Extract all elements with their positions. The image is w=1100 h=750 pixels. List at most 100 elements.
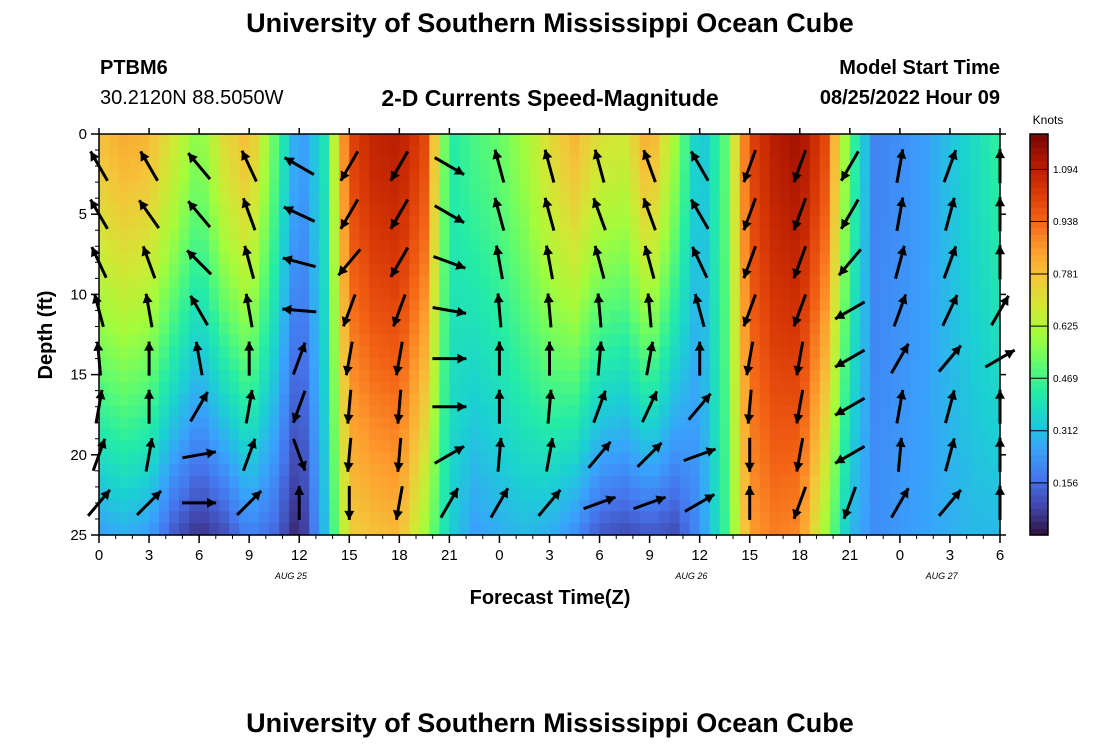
heatmap-cell bbox=[679, 511, 691, 524]
heatmap-cell bbox=[369, 192, 380, 206]
current-arrow bbox=[433, 156, 465, 176]
heatmap-cell bbox=[749, 157, 761, 170]
heatmap-cell bbox=[149, 499, 160, 513]
heatmap-cell bbox=[649, 263, 661, 277]
heatmap-cell bbox=[349, 322, 360, 336]
heatmap-cell bbox=[249, 452, 260, 465]
heatmap-cell bbox=[669, 181, 681, 194]
colorbar-cell bbox=[1030, 528, 1048, 536]
heatmap-cell bbox=[129, 216, 140, 229]
heatmap-cell bbox=[409, 464, 420, 477]
heatmap-cell bbox=[279, 334, 290, 347]
heatmap-cell bbox=[949, 476, 961, 489]
heatmap-cell bbox=[739, 334, 751, 347]
heatmap-cell bbox=[169, 251, 180, 265]
heatmap-cell bbox=[639, 169, 651, 182]
heatmap-cell bbox=[659, 405, 671, 418]
heatmap-cell bbox=[219, 499, 230, 513]
heatmap-cell bbox=[119, 334, 130, 347]
heatmap-cell bbox=[619, 263, 631, 277]
heatmap-cell bbox=[989, 334, 1001, 347]
heatmap-cell bbox=[149, 310, 160, 324]
heatmap-cell bbox=[139, 487, 150, 501]
heatmap-cell bbox=[879, 322, 891, 336]
heatmap-cell bbox=[529, 322, 541, 336]
heatmap-cell bbox=[369, 204, 380, 218]
heatmap-cell bbox=[799, 322, 811, 336]
heatmap-cell bbox=[479, 263, 491, 277]
current-arrow bbox=[433, 445, 465, 465]
heatmap-cell bbox=[399, 240, 410, 253]
heatmap-cell bbox=[229, 523, 240, 536]
heatmap-cell bbox=[889, 299, 901, 312]
heatmap-cell bbox=[919, 228, 931, 241]
heatmap-cell bbox=[679, 145, 691, 159]
heatmap-cell bbox=[899, 204, 911, 218]
heatmap-cell bbox=[509, 310, 521, 324]
heatmap-cell bbox=[359, 263, 370, 277]
heatmap-cell bbox=[669, 346, 681, 359]
heatmap-cell bbox=[389, 452, 400, 465]
heatmap-cell bbox=[199, 204, 210, 218]
heatmap-cell bbox=[199, 464, 210, 477]
current-arrow bbox=[687, 392, 712, 421]
heatmap-cell bbox=[249, 511, 260, 524]
heatmap-cell bbox=[689, 393, 701, 406]
heatmap-cell bbox=[189, 381, 200, 395]
heatmap-cell bbox=[499, 145, 511, 159]
colorbar-cell bbox=[1030, 501, 1048, 509]
heatmap-cell bbox=[379, 287, 390, 300]
heatmap-cell bbox=[219, 452, 230, 465]
heatmap-cell bbox=[179, 240, 190, 253]
heatmap-cell bbox=[429, 240, 440, 253]
heatmap-cell bbox=[859, 251, 871, 265]
heatmap-cell bbox=[849, 417, 861, 430]
heatmap-cell bbox=[349, 181, 360, 194]
heatmap-cell bbox=[969, 511, 981, 524]
heatmap-cell bbox=[899, 134, 911, 147]
heatmap-cell bbox=[899, 499, 911, 513]
heatmap-cell bbox=[579, 417, 591, 430]
heatmap-cell bbox=[559, 310, 571, 324]
heatmap-cell bbox=[679, 204, 691, 218]
heatmap-cell bbox=[839, 240, 851, 253]
heatmap-cell bbox=[749, 263, 761, 277]
heatmap-cell bbox=[959, 499, 971, 513]
heatmap-cell bbox=[239, 476, 250, 489]
heatmap-cell bbox=[409, 251, 420, 265]
heatmap-cell bbox=[909, 405, 921, 418]
heatmap-cell bbox=[249, 216, 260, 229]
heatmap-cell bbox=[549, 169, 561, 182]
heatmap-cell bbox=[149, 428, 160, 442]
heatmap-cell bbox=[519, 181, 531, 194]
heatmap-cell bbox=[639, 369, 651, 383]
heatmap-cell bbox=[979, 228, 991, 241]
heatmap-cell bbox=[839, 369, 851, 383]
heatmap-cell bbox=[849, 405, 861, 418]
heatmap-cell bbox=[889, 499, 901, 513]
heatmap-cell bbox=[769, 346, 781, 359]
heatmap-cell bbox=[689, 523, 701, 536]
heatmap-cell bbox=[199, 346, 210, 359]
heatmap-cell bbox=[179, 192, 190, 206]
heatmap-cell bbox=[579, 157, 591, 170]
heatmap-cell bbox=[419, 358, 430, 371]
heatmap-cell bbox=[699, 381, 711, 395]
heatmap-cell bbox=[969, 204, 981, 218]
heatmap-cell bbox=[859, 310, 871, 324]
heatmap-cell bbox=[979, 440, 991, 454]
heatmap-cell bbox=[679, 310, 691, 324]
heatmap-cell bbox=[489, 405, 501, 418]
heatmap-cell bbox=[749, 417, 761, 430]
heatmap-cell bbox=[809, 322, 821, 336]
current-arrow bbox=[834, 300, 866, 321]
heatmap-cell bbox=[339, 358, 350, 371]
heatmap-cell bbox=[99, 240, 110, 253]
heatmap-cell bbox=[429, 228, 440, 241]
x-tick-label: 9 bbox=[645, 547, 653, 564]
heatmap-cell bbox=[359, 157, 370, 170]
heatmap-cell bbox=[759, 381, 771, 395]
heatmap-cell bbox=[719, 299, 731, 312]
heatmap-cell bbox=[279, 192, 290, 206]
heatmap-cell bbox=[839, 334, 851, 347]
